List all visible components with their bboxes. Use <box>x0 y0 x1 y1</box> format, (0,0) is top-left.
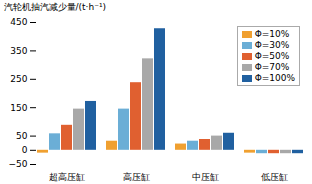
svg-text:汽轮机抽汽减少量/(t·h⁻¹): 汽轮机抽汽减少量/(t·h⁻¹) <box>4 2 107 12</box>
svg-text:350: 350 <box>10 46 27 56</box>
svg-text:高压缸: 高压缸 <box>123 172 150 182</box>
svg-text:250: 250 <box>10 74 27 84</box>
html-text:Φ=10%: Φ=10% <box>254 29 290 39</box>
svg-text:低压缸: 低压缸 <box>261 172 288 182</box>
svg-text:50: 50 <box>16 131 28 141</box>
svg-text:150: 150 <box>10 103 27 113</box>
svg-text:超高压缸: 超高压缸 <box>49 172 85 182</box>
html-text:Φ=50%: Φ=50% <box>254 51 290 61</box>
svg-text:中压缸: 中压缸 <box>192 172 219 182</box>
html-text:Φ=30%: Φ=30% <box>254 40 290 50</box>
html-text:Φ=100%: Φ=100% <box>254 73 295 83</box>
svg-text:−50: −50 <box>9 159 28 169</box>
svg-text:450: 450 <box>10 17 27 27</box>
html-text:Φ=70%: Φ=70% <box>254 62 290 72</box>
svg-text:0: 0 <box>22 145 28 155</box>
